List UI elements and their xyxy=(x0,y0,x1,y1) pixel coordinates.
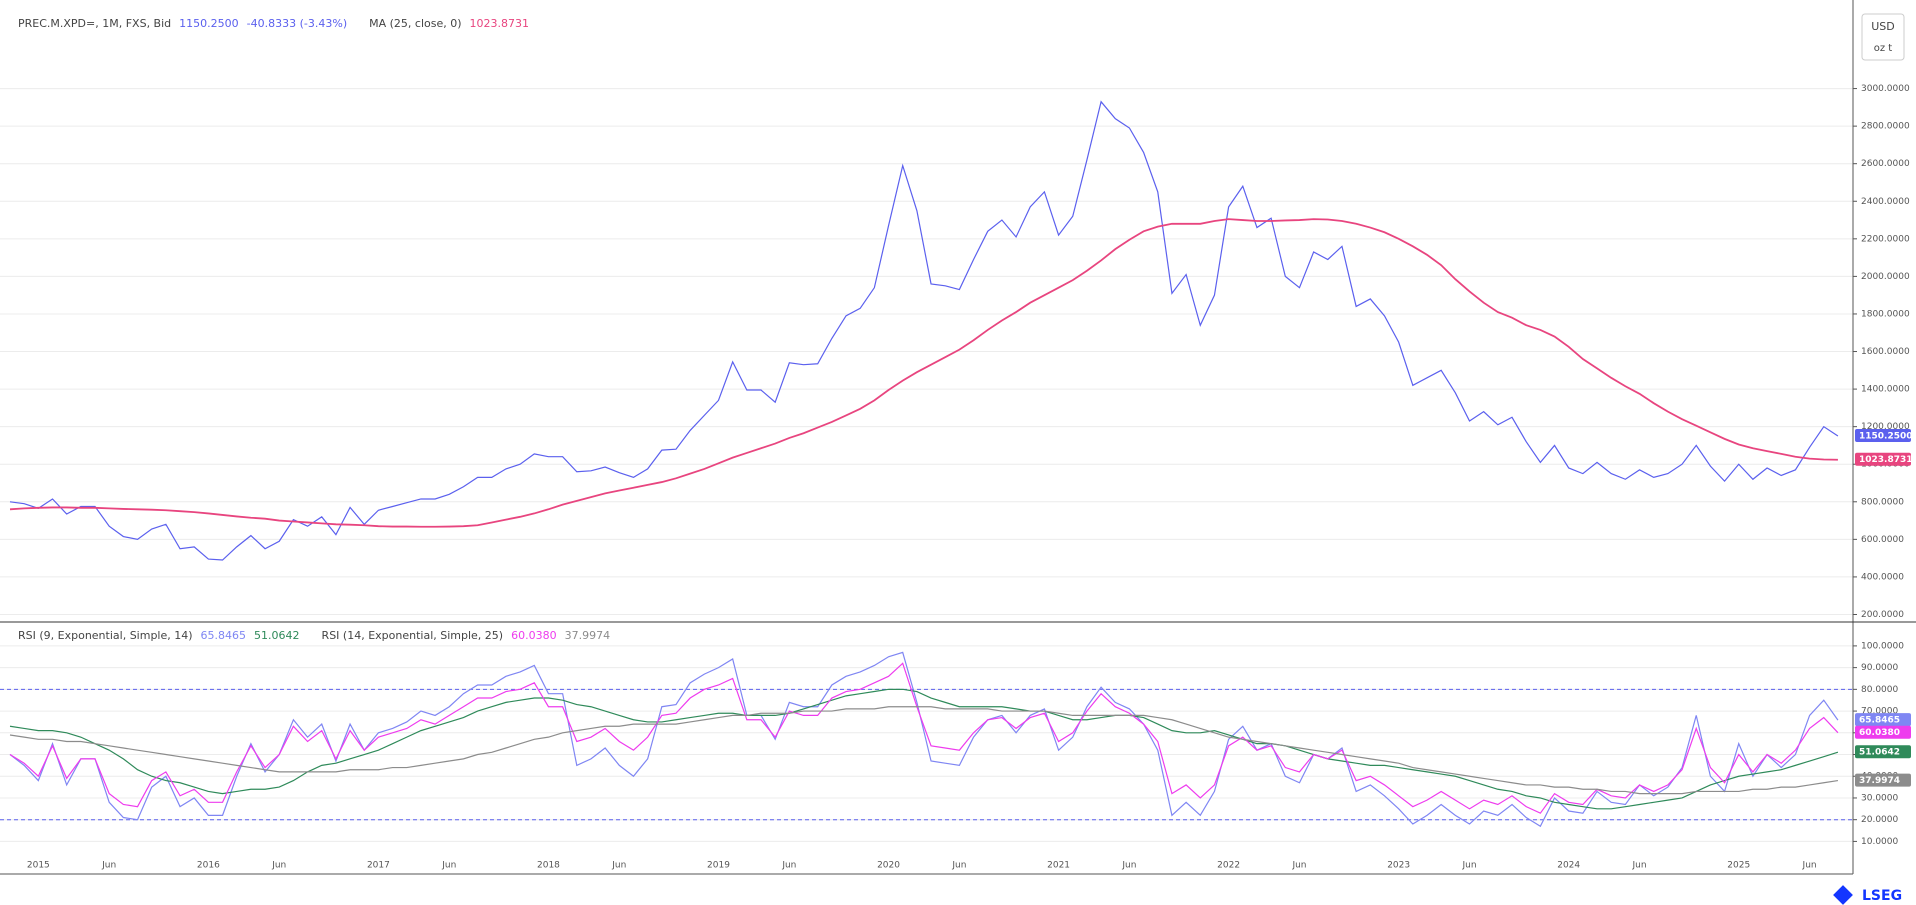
unit-label: USD xyxy=(1871,20,1895,33)
unit-sub-label: oz t xyxy=(1874,43,1893,54)
y-tick-label: 1200.0000 xyxy=(1861,422,1910,432)
x-tick-label: 2025 xyxy=(1727,861,1750,871)
y-tick-label: 400.0000 xyxy=(1861,572,1904,582)
y-tick-label: 800.0000 xyxy=(1861,497,1904,507)
x-tick-label: Jun xyxy=(101,861,116,871)
x-tick-label: Jun xyxy=(1121,861,1136,871)
y-tick-label: 100.0000 xyxy=(1861,641,1904,651)
last-value-label: 1023.8731 xyxy=(1859,455,1913,465)
y-tick-label: 30.0000 xyxy=(1861,793,1898,803)
x-tick-label: 2016 xyxy=(197,861,220,871)
y-tick-label: 2000.0000 xyxy=(1861,272,1910,282)
y-tick-label: 10.0000 xyxy=(1861,837,1898,847)
series-line xyxy=(9,218,1838,528)
last-value-tag xyxy=(1855,725,1911,739)
legend-value: 1150.2500 xyxy=(179,17,239,30)
y-tick-label: 2800.0000 xyxy=(1861,122,1910,132)
x-tick-label: 2023 xyxy=(1387,861,1410,871)
last-value-label: 37.9974 xyxy=(1859,776,1900,786)
legend-name: RSI (9, Exponential, Simple, 14) xyxy=(18,629,193,642)
x-tick-label: 2024 xyxy=(1557,861,1580,871)
x-tick-label: 2017 xyxy=(367,861,390,871)
y-tick-label: 1800.0000 xyxy=(1861,309,1910,319)
y-tick-label: 2400.0000 xyxy=(1861,197,1910,207)
x-tick-label: 2021 xyxy=(1047,861,1070,871)
y-tick-label: 2600.0000 xyxy=(1861,159,1910,169)
x-tick-label: 2020 xyxy=(877,861,900,871)
x-tick-label: Jun xyxy=(951,861,966,871)
y-tick-label: 200.0000 xyxy=(1861,610,1904,620)
y-tick-label: 2200.0000 xyxy=(1861,234,1910,244)
x-tick-label: Jun xyxy=(1461,861,1476,871)
legend-change: -40.8333 (-3.43%) xyxy=(247,17,347,30)
x-tick-label: Jun xyxy=(1802,861,1817,871)
x-tick-label: 2022 xyxy=(1217,861,1240,871)
x-tick-label: Jun xyxy=(271,861,286,871)
series-line xyxy=(9,100,1839,561)
brand-logo: LSEG xyxy=(1833,885,1902,905)
series-line xyxy=(9,706,1839,795)
series-line xyxy=(9,688,1839,810)
last-value-tag xyxy=(1855,713,1911,727)
last-value-label: 60.0380 xyxy=(1859,728,1900,738)
grid-layer xyxy=(0,88,1853,842)
legend-name: PREC.M.XPD=, 1M, FXS, Bid xyxy=(18,17,171,30)
y-tick-label: 3000.0000 xyxy=(1861,84,1910,94)
x-tick-label: Jun xyxy=(441,861,456,871)
x-tick-label: 2018 xyxy=(537,861,560,871)
y-tick-label: 20.0000 xyxy=(1861,815,1898,825)
last-value-tag xyxy=(1855,773,1911,787)
series-line xyxy=(9,651,1839,828)
unit-box[interactable] xyxy=(1861,13,1905,61)
x-tick-label: Jun xyxy=(781,861,796,871)
last-value-tag xyxy=(1855,745,1911,759)
y-tick-label: 80.0000 xyxy=(1861,685,1898,695)
last-value-tag xyxy=(1855,452,1911,466)
y-tick-label: 600.0000 xyxy=(1861,535,1904,545)
legend-value: 60.0380 xyxy=(511,629,557,642)
legend-value: 65.8465 xyxy=(201,629,247,642)
last-value-label: 1150.2500 xyxy=(1859,432,1913,442)
legend-value: 1023.8731 xyxy=(470,17,530,30)
x-tick-label: Jun xyxy=(611,861,626,871)
series-line xyxy=(9,662,1839,814)
x-tick-label: Jun xyxy=(1291,861,1306,871)
brand-name: LSEG xyxy=(1862,888,1902,904)
legend-name: RSI (14, Exponential, Simple, 25) xyxy=(322,629,504,642)
last-value-tag xyxy=(1855,429,1911,443)
x-tick-label: Jun xyxy=(1632,861,1647,871)
x-tick-label: 2015 xyxy=(27,861,50,871)
brand-icon xyxy=(1833,885,1853,905)
legend-value: 51.0642 xyxy=(254,629,300,642)
legend-name: MA (25, close, 0) xyxy=(369,17,461,30)
y-tick-label: 1600.0000 xyxy=(1861,347,1910,357)
y-tick-label: 70.0000 xyxy=(1861,707,1898,717)
y-tick-label: 1400.0000 xyxy=(1861,385,1910,395)
last-value-label: 65.8465 xyxy=(1859,716,1900,726)
y-tick-label: 90.0000 xyxy=(1861,663,1898,673)
x-tick-label: 2019 xyxy=(707,861,730,871)
last-value-label: 51.0642 xyxy=(1859,748,1900,758)
legend-value: 37.9974 xyxy=(565,629,611,642)
